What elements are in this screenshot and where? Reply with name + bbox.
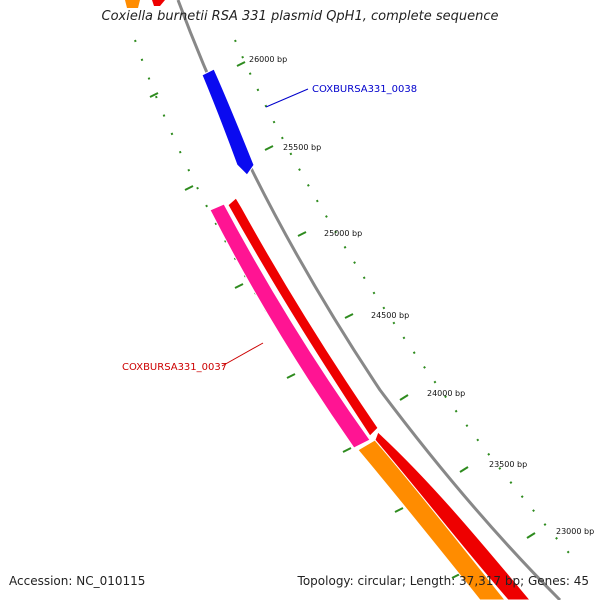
tick-label: 23500 bp	[489, 460, 527, 469]
tick-label: 23000 bp	[556, 527, 594, 536]
gene-leader-line	[221, 342, 264, 367]
gene-label-coxbursa331-0038[interactable]: COXBURSA331_0038	[312, 84, 417, 95]
gene-label-coxbursa331-0037[interactable]: COXBURSA331_0037	[122, 362, 227, 373]
feature-fragment-orange	[125, 0, 140, 8]
accession-label: Accession: NC_010115	[9, 574, 146, 588]
major-ticks	[149, 61, 536, 579]
tick-label: 25500 bp	[283, 143, 321, 152]
tick-label: 26000 bp	[249, 55, 287, 64]
tick-label: 24000 bp	[427, 389, 465, 398]
outer-tick-ring	[234, 39, 576, 561]
tick-label: 25000 bp	[324, 229, 362, 238]
gene-leader-line	[265, 88, 309, 108]
cds-blue-coxbursa331-0038[interactable]	[201, 68, 255, 176]
cds-pink[interactable]	[209, 203, 371, 449]
cds-red-upper[interactable]	[227, 197, 379, 437]
feature-fragment-red	[152, 0, 165, 6]
tick-label: 24500 bp	[371, 311, 409, 320]
sequence-summary: Topology: circular; Length: 37,317 bp; G…	[297, 574, 589, 588]
map-title: Coxiella burnetii RSA 331 plasmid QpH1, …	[101, 9, 499, 24]
